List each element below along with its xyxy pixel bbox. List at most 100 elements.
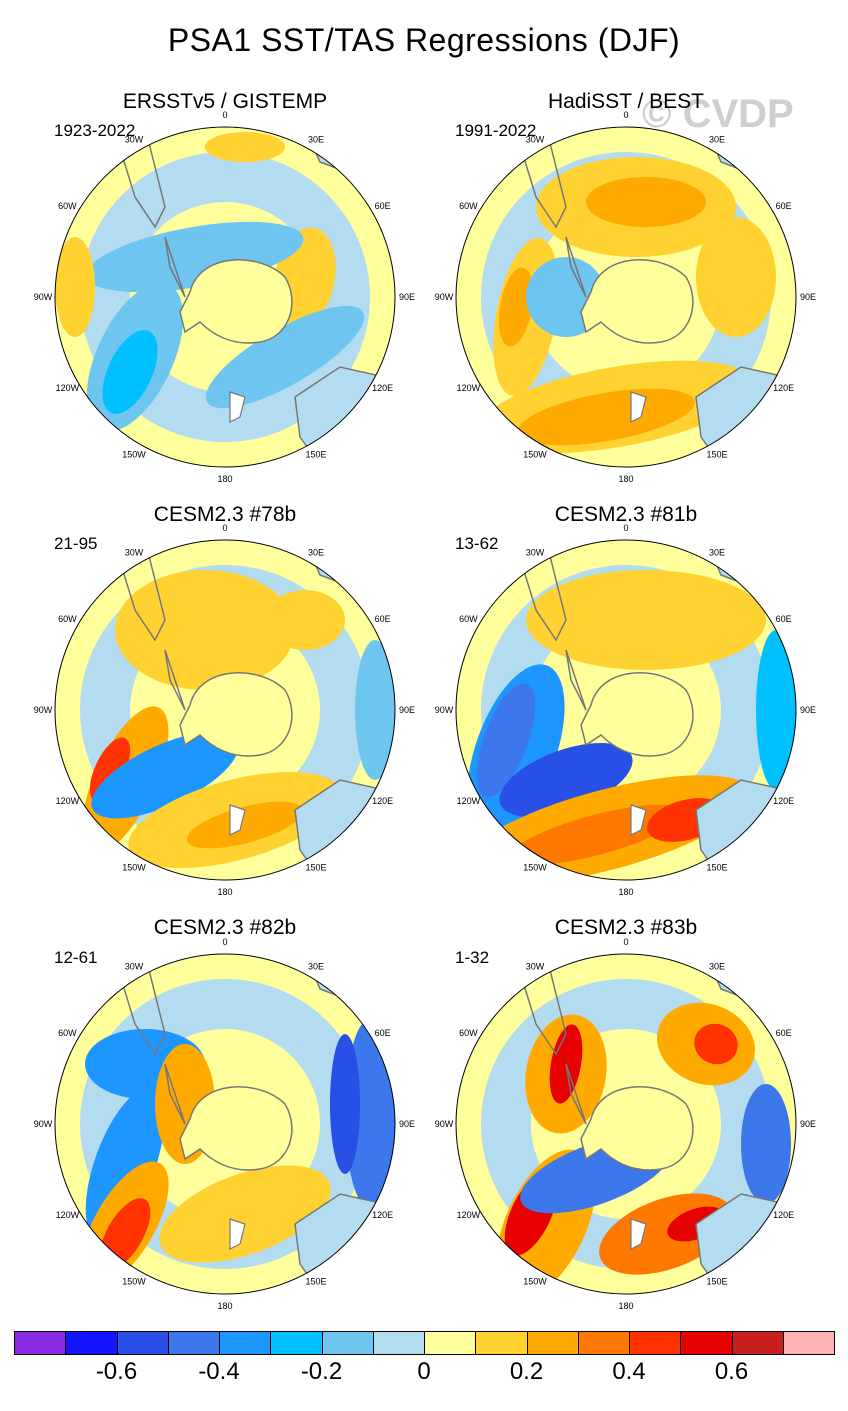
longitude-label: 180 bbox=[618, 474, 633, 484]
colorbar-label: -0.6 bbox=[95, 1358, 138, 1385]
anomaly-patch bbox=[115, 570, 295, 690]
longitude-label: 120E bbox=[372, 383, 393, 393]
longitude-label: 60E bbox=[776, 1028, 792, 1038]
colorbar-swatch bbox=[577, 1331, 630, 1355]
south-america-coast bbox=[114, 954, 166, 1056]
anomaly-patch bbox=[159, 1165, 331, 1263]
antarctica-landmass bbox=[179, 1086, 293, 1171]
australia-landmass bbox=[695, 366, 796, 467]
colorbar-label: -0.2 bbox=[300, 1358, 343, 1385]
colorbar-label: -0.4 bbox=[198, 1358, 240, 1385]
anomaly-patch bbox=[85, 1029, 205, 1099]
longitude-label: 30E bbox=[709, 961, 725, 971]
longitude-label: 90E bbox=[399, 1119, 415, 1129]
panel-period: 1923-2022 bbox=[54, 121, 136, 140]
longitude-label: 150W bbox=[122, 863, 146, 873]
longitude-label: 90E bbox=[800, 705, 816, 715]
anomaly-band bbox=[80, 979, 370, 1269]
panel-title: CESM2.3 #82b bbox=[153, 916, 297, 939]
anomaly-patch bbox=[586, 177, 706, 227]
anomaly-patch bbox=[186, 801, 304, 849]
anomaly-patch bbox=[55, 237, 95, 337]
new-zealand-landmass bbox=[630, 1218, 647, 1250]
anomaly-band bbox=[481, 565, 771, 855]
figure-title: PSA1 SST/TAS Regressions (DJF) bbox=[167, 22, 681, 58]
south-america-coast bbox=[515, 954, 567, 1056]
panel-period: 13-62 bbox=[455, 534, 499, 553]
colorbar-label: 0.6 bbox=[714, 1358, 749, 1385]
colorbar-swatch bbox=[782, 1331, 835, 1355]
new-zealand-landmass bbox=[229, 804, 246, 836]
colorbar-swatch bbox=[372, 1331, 425, 1355]
anomaly-patch bbox=[526, 257, 606, 337]
longitude-label: 90W bbox=[435, 705, 454, 715]
longitude-label: 90W bbox=[34, 292, 53, 302]
anomaly-patch bbox=[499, 743, 633, 817]
anomaly-patch bbox=[274, 227, 336, 327]
colorbar-label: 0.4 bbox=[612, 1358, 646, 1385]
map-boundary bbox=[54, 539, 396, 881]
anomaly-patch bbox=[205, 132, 285, 162]
longitude-label: 150E bbox=[305, 450, 326, 460]
colorbar bbox=[14, 1331, 835, 1357]
anomaly-patch bbox=[647, 798, 725, 842]
antarctica-landmass bbox=[580, 1086, 694, 1171]
anomaly-patch bbox=[526, 570, 766, 670]
anomaly-patch bbox=[493, 238, 559, 396]
anomaly-patch bbox=[265, 590, 345, 650]
anomaly-patch bbox=[657, 1002, 755, 1086]
longitude-label: 150E bbox=[706, 863, 727, 873]
colorbar-swatch bbox=[65, 1331, 118, 1355]
anomaly-patch bbox=[86, 282, 184, 432]
longitude-label: 150E bbox=[706, 1277, 727, 1287]
colorbar-swatch bbox=[270, 1331, 323, 1355]
anomaly-patch bbox=[549, 1024, 583, 1104]
longitude-label: 60W bbox=[58, 201, 77, 211]
anomaly-patch bbox=[525, 1014, 607, 1134]
anomaly-patch bbox=[496, 1149, 596, 1294]
anomaly-patch bbox=[102, 330, 158, 414]
anomaly-patch bbox=[86, 221, 304, 293]
longitude-label: 150W bbox=[523, 450, 547, 460]
anomaly-patch bbox=[467, 664, 565, 836]
longitude-label: 150W bbox=[122, 1277, 146, 1287]
longitude-label: 150W bbox=[523, 1277, 547, 1287]
longitude-label: 120E bbox=[372, 796, 393, 806]
ocean-field bbox=[456, 540, 796, 880]
longitude-label: 120W bbox=[56, 383, 80, 393]
anomaly-patch bbox=[85, 1088, 165, 1240]
longitude-label: 150E bbox=[305, 1277, 326, 1287]
colorbar-swatch bbox=[167, 1331, 220, 1355]
longitude-label: 120E bbox=[773, 796, 794, 806]
longitude-label: 120E bbox=[773, 1210, 794, 1220]
anomaly-patch bbox=[696, 217, 776, 337]
antarctic-peninsula bbox=[565, 236, 587, 298]
africa-landmass bbox=[303, 127, 376, 178]
anomaly-patch bbox=[476, 683, 536, 797]
anomaly-patch bbox=[741, 1084, 791, 1204]
colorbar-label: 0.2 bbox=[509, 1358, 544, 1385]
anomaly-patch bbox=[694, 1023, 738, 1065]
africa-landmass bbox=[303, 954, 376, 1005]
longitude-label: 30W bbox=[526, 547, 545, 557]
longitude-label: 30W bbox=[125, 961, 144, 971]
longitude-label: 60E bbox=[375, 1028, 391, 1038]
longitude-label: 60E bbox=[776, 201, 792, 211]
anomaly-patch bbox=[355, 640, 395, 780]
panel-title: CESM2.3 #83b bbox=[554, 916, 698, 939]
colorbar-swatch bbox=[475, 1331, 528, 1355]
anomaly-patch bbox=[205, 305, 365, 409]
south-america-coast bbox=[114, 540, 166, 642]
map-boundary bbox=[455, 539, 797, 881]
panel-title: HadiSST / BEST bbox=[547, 90, 704, 113]
colorbar-swatch bbox=[219, 1331, 272, 1355]
longitude-label: 180 bbox=[618, 887, 633, 897]
new-zealand-landmass bbox=[229, 391, 246, 423]
antarctic-peninsula bbox=[565, 1063, 587, 1125]
anomaly-patch bbox=[99, 1198, 151, 1270]
longitude-label: 90W bbox=[435, 1119, 454, 1129]
